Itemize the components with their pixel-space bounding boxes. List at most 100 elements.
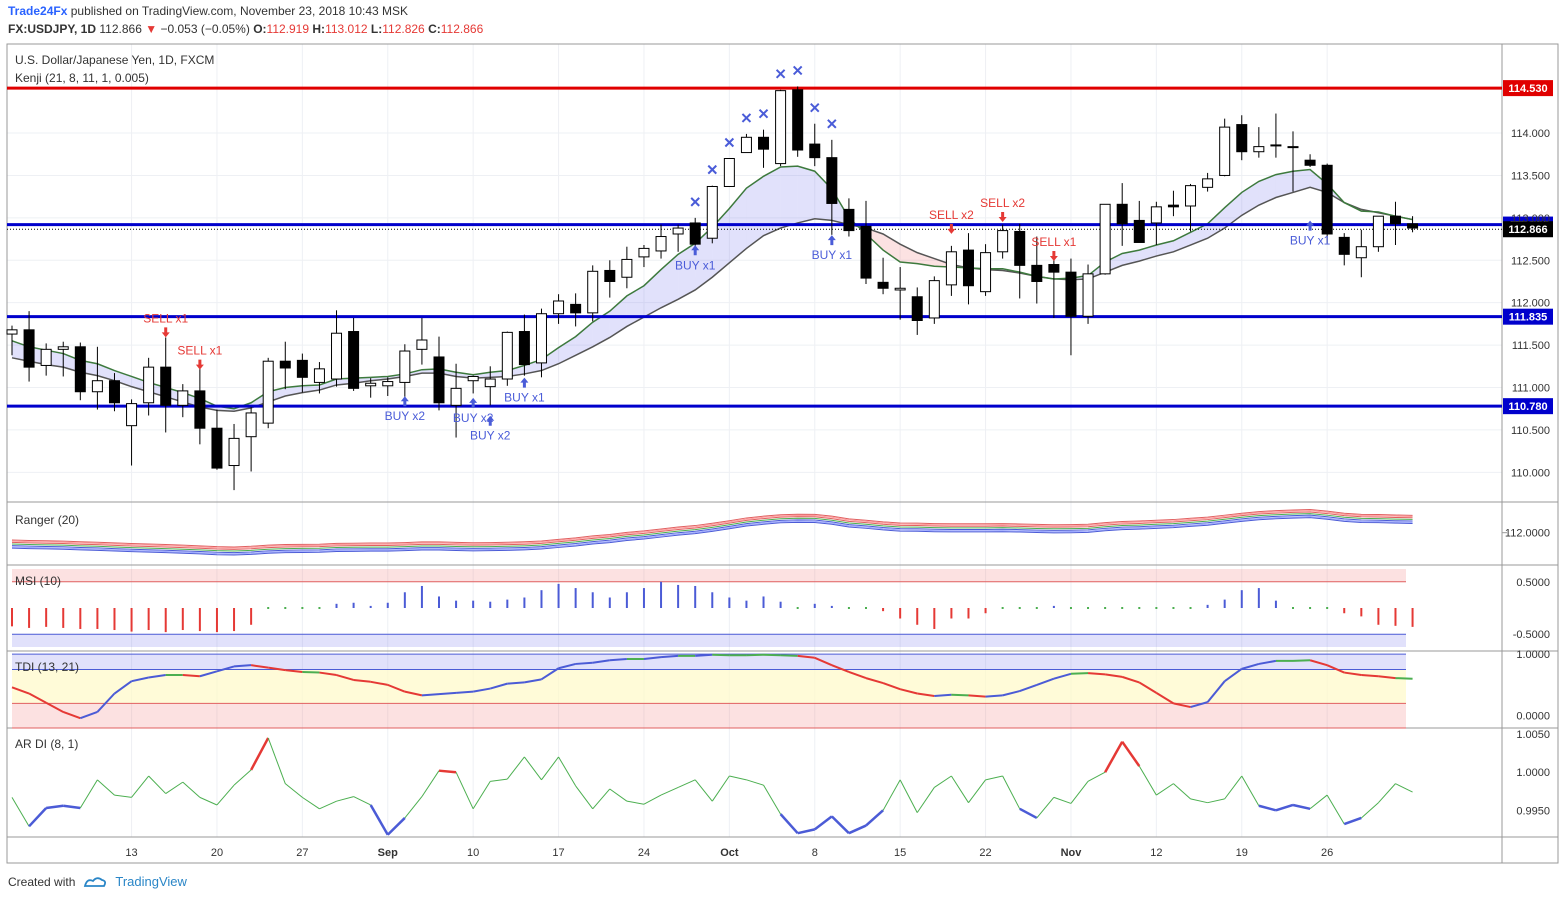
x-signal-mark [827,119,837,129]
published-text: published on TradingView.com, November 2… [70,4,409,18]
tdi-line-segment [1087,672,1106,676]
close-label: C: [428,22,441,36]
candle-body [587,270,599,314]
tdi-line-segment [1002,690,1020,697]
sell-arrow-icon [947,223,956,234]
ardi-line-segment [523,756,542,781]
tdi-mid-zone [12,669,1406,704]
candle-body [945,251,957,286]
publish-info: Trade24Fx published on TradingView.com, … [8,4,408,18]
kenji-cloud-segment [780,166,798,229]
ardi-line-segment [1326,794,1345,825]
candle-body [792,89,804,151]
ardi-line-segment [558,756,577,787]
x-signal-mark [690,197,700,207]
tdi-line-segment [1258,659,1277,665]
candle-body [1287,146,1299,149]
ardi-line-segment [472,781,491,810]
kenji-cloud-segment [114,370,132,387]
ardi-line-segment [284,783,303,798]
candle-body [997,230,1009,253]
candle-body [1185,185,1197,207]
tdi-line-segment [45,701,64,713]
tdi-line-segment [1104,673,1123,678]
candle-body [467,375,479,382]
candle-body [382,381,394,387]
tdi-line-segment [524,678,542,684]
price-tick-label: 112.000 [1511,298,1550,310]
candles [6,86,1419,491]
tdi-line-segment [917,692,935,697]
ranger-band-line [11,513,1413,552]
candle-body [211,427,223,469]
buy-arrow-icon [520,377,529,388]
ardi-line-segment [11,797,30,827]
ardi-tick-label: 0.9950 [1516,805,1550,817]
ardi-line-segment [592,788,611,810]
tdi-line-segment [148,674,166,679]
candle-body [1065,271,1077,317]
candle-body [23,329,35,368]
ardi-line-segment [541,756,559,781]
tdi-line-segment [216,665,235,673]
candle-body [348,331,360,389]
ranger-band-line [11,515,1413,555]
candle-body [433,356,445,404]
ardi-line-segment [899,779,918,813]
main-title: U.S. Dollar/Japanese Yen, 1D, FXCM [15,53,214,67]
ardi-line-segment [1378,783,1396,804]
ardi-line-segment [404,796,423,819]
candle-body [91,380,103,393]
candle-body [758,136,770,150]
tdi-line-segment [233,664,252,668]
ardi-line-segment [729,775,747,781]
tdi-line-segment [1019,683,1038,692]
time-tick-label: 27 [296,847,308,859]
kenji-cloud-segment [883,233,901,262]
kenji-cloud-segment [1207,207,1225,239]
tdi-line-segment [1138,681,1157,694]
msi-title: MSI (10) [15,574,61,588]
tdi-line-segment [1361,674,1379,678]
ardi-line-segment [1019,807,1038,820]
ardi-line-segment [1138,765,1157,796]
buy-signal-label: BUY x2 [470,429,511,443]
tdi-line-segment [643,656,662,661]
price-tick-label: 113.000 [1511,213,1550,225]
candle-body [143,366,155,404]
ardi-line-segment [386,817,406,836]
tdi-line-segment [1395,677,1413,680]
tdi-tick-label: 0.0000 [1516,711,1550,723]
ardi-line-segment [916,787,935,813]
tradingview-brand[interactable]: TradingView [115,874,187,889]
candle-body [1116,203,1128,225]
tdi-lower-zone [12,703,1406,728]
candle-body [1014,230,1026,266]
ardi-line-segment [438,769,457,774]
low-label: L: [370,22,383,36]
buy-arrow-icon [691,245,700,256]
time-tick-label: 22 [979,847,991,859]
buy-signal-label: BUY x2 [385,409,426,423]
ranger-band-line [11,514,1413,554]
candle-body [706,185,718,239]
candle-body [826,157,838,204]
tdi-line-segment [96,692,116,713]
chart-canvas[interactable]: 114.530112.921111.835110.780112.866SELL … [0,0,1565,870]
candle-body [604,269,616,282]
time-tick-label: 20 [211,847,223,859]
kenji-cloud-segment [285,385,303,396]
level-tag [1503,398,1553,415]
tdi-line-segment [1224,668,1243,682]
publisher-name[interactable]: Trade24Fx [8,4,68,18]
tdi-line-segment [1155,692,1174,705]
ardi-line-segment [97,779,115,796]
tdi-line-segment [848,671,867,680]
ardi-line-segment [746,779,764,786]
kenji-cloud-segment [643,269,662,318]
candle-body [416,339,428,350]
ardi-line-segment [694,779,713,802]
x-signal-mark [741,113,752,123]
tdi-line-segment [353,678,371,683]
kenji-cloud-segment [1258,174,1276,206]
